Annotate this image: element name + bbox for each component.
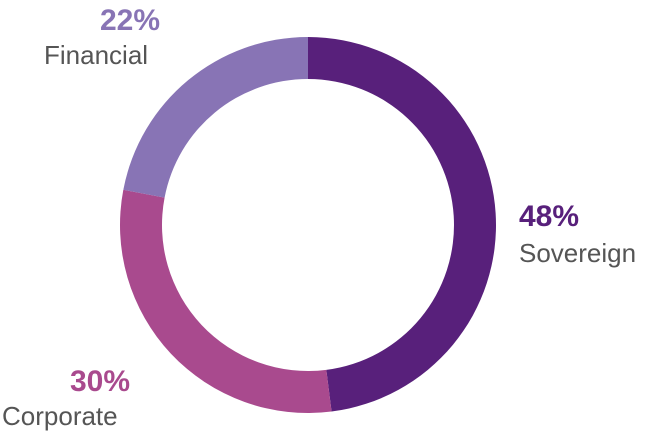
donut-slices [120, 37, 497, 413]
pct-label-sovereign: 48% [519, 200, 579, 233]
donut-slice-financial [123, 37, 309, 198]
category-label-financial: Financial [44, 40, 148, 70]
pct-label-financial: 22% [100, 4, 160, 37]
category-label-corporate: Corporate [2, 401, 118, 431]
donut-slice-sovereign [308, 37, 497, 412]
donut-slice-corporate [120, 189, 332, 413]
pct-label-corporate: 30% [70, 365, 130, 398]
category-label-sovereign: Sovereign [519, 238, 636, 268]
